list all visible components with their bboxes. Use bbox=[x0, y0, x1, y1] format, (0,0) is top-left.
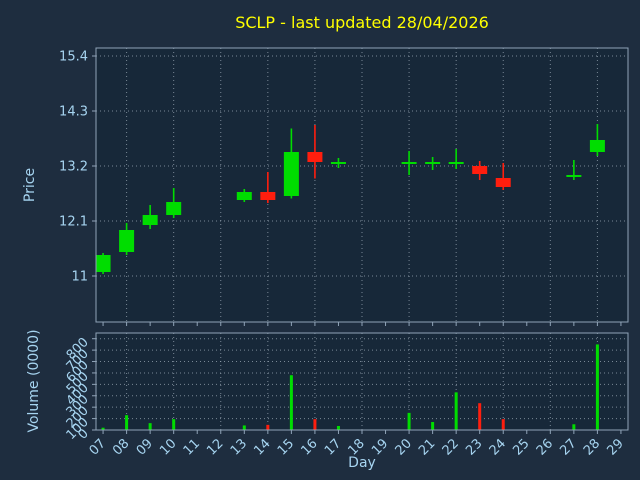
candle-body bbox=[472, 166, 488, 174]
candle-body bbox=[495, 178, 511, 187]
price-axis-label: Price bbox=[22, 167, 38, 203]
day-tick-label: 20 bbox=[393, 436, 415, 458]
price-tick-label: 12.1 bbox=[59, 215, 88, 230]
day-tick-label: 13 bbox=[228, 436, 250, 458]
day-tick-label: 27 bbox=[557, 436, 579, 458]
candle-body bbox=[119, 230, 135, 252]
volume-axis-label: Volume (0000) bbox=[26, 329, 42, 433]
volume-bar bbox=[125, 415, 129, 430]
day-tick-label: 16 bbox=[298, 436, 320, 458]
candle-body bbox=[260, 192, 276, 200]
volume-bar bbox=[242, 425, 246, 430]
day-tick-label: 11 bbox=[181, 436, 203, 458]
candle-body bbox=[283, 152, 299, 196]
candle-body bbox=[330, 162, 346, 164]
volume-bar bbox=[595, 344, 599, 430]
day-tick-label: 10 bbox=[157, 436, 179, 458]
candle-body bbox=[166, 202, 182, 215]
volume-bar bbox=[336, 426, 340, 430]
day-tick-label: 08 bbox=[110, 436, 132, 458]
volume-bar bbox=[431, 422, 435, 430]
candle-body bbox=[142, 215, 158, 225]
candle-body bbox=[401, 162, 417, 164]
day-tick-label: 24 bbox=[487, 436, 509, 458]
volume-bar bbox=[172, 419, 176, 430]
chart-title: SCLP - last updated 28/04/2026 bbox=[235, 13, 489, 32]
candle-body bbox=[307, 152, 323, 162]
day-tick-label: 14 bbox=[251, 436, 273, 458]
day-tick-label: 29 bbox=[604, 436, 626, 458]
day-tick-label: 12 bbox=[204, 436, 226, 458]
price-tick-label: 15.4 bbox=[59, 50, 88, 65]
day-tick-label: 23 bbox=[463, 436, 485, 458]
volume-bar bbox=[501, 419, 505, 430]
volume-bar bbox=[454, 392, 458, 430]
volume-bar bbox=[478, 403, 482, 430]
day-tick-label: 09 bbox=[134, 436, 156, 458]
day-tick-label: 26 bbox=[534, 436, 556, 458]
day-tick-label: 17 bbox=[322, 436, 344, 458]
price-tick-label: 13.2 bbox=[59, 160, 88, 175]
day-tick-label: 07 bbox=[87, 436, 109, 458]
candle-body bbox=[236, 192, 252, 200]
day-tick-label: 22 bbox=[440, 436, 462, 458]
volume-bar bbox=[313, 419, 317, 430]
volume-bar bbox=[407, 412, 411, 430]
x-axis-label: Day bbox=[348, 455, 376, 471]
day-tick-label: 15 bbox=[275, 436, 297, 458]
volume-bar bbox=[148, 423, 152, 430]
volume-bar bbox=[572, 424, 576, 430]
candle-body bbox=[566, 175, 582, 177]
candle-body bbox=[448, 162, 464, 164]
volume-bar bbox=[101, 427, 105, 430]
day-tick-label: 25 bbox=[510, 436, 532, 458]
candle-body bbox=[95, 255, 111, 272]
price-tick-label: 14.3 bbox=[59, 105, 88, 120]
volume-bar bbox=[266, 424, 270, 430]
volume-bar bbox=[289, 375, 293, 430]
price-tick-label: 11 bbox=[71, 270, 88, 285]
candle-body bbox=[589, 140, 605, 152]
candle-body bbox=[425, 162, 441, 164]
day-tick-label: 28 bbox=[581, 436, 603, 458]
day-tick-label: 21 bbox=[416, 436, 438, 458]
